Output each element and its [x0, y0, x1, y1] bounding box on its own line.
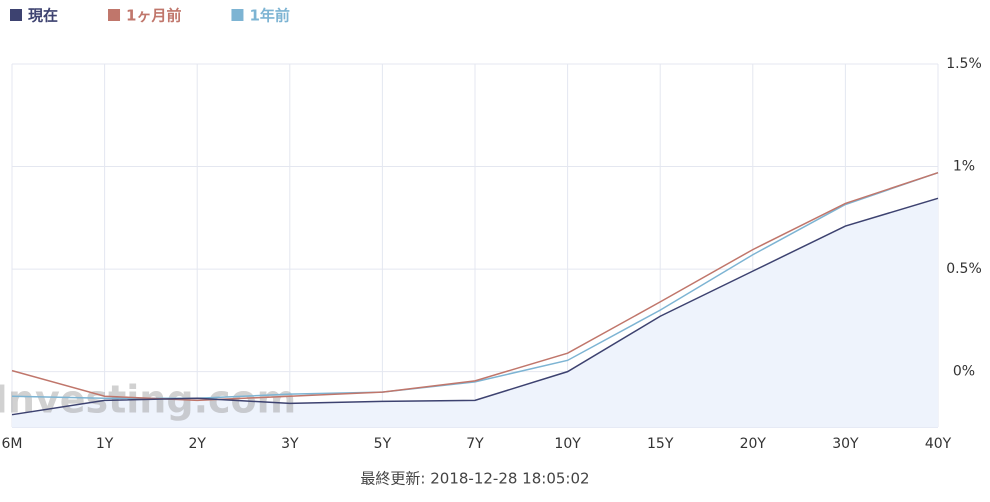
legend-label: 1年前	[249, 7, 289, 25]
x-tick-label: 2Y	[188, 436, 206, 452]
x-tick-label: 10Y	[554, 436, 581, 452]
area-layer	[12, 198, 938, 427]
x-tick-label: 6M	[2, 436, 23, 452]
lines-layer	[11, 171, 939, 416]
legend-swatch	[231, 9, 244, 21]
x-tick-label: 20Y	[740, 436, 767, 452]
x-tick-label: 40Y	[925, 436, 952, 452]
y-tick-label: 1%	[953, 159, 975, 175]
legend-swatch	[10, 9, 22, 21]
legend: 現在 1ヶ月前 1年前	[10, 7, 290, 25]
x-tick-label: 5Y	[374, 436, 392, 452]
x-tick-label: 3Y	[281, 436, 299, 452]
legend-item[interactable]: 現在	[10, 7, 58, 25]
legend-label: 現在	[28, 7, 58, 25]
x-tick-label: 15Y	[647, 436, 674, 452]
legend-label: 1ヶ月前	[126, 7, 181, 25]
y-tick-label: 0.5%	[946, 261, 982, 277]
labels-layer: 6M 1Y 2Y 3Y 5Y 7Y 10Y 15Y 20Y 30Y 40Y 0% 0.5% 1% 1.5%	[2, 56, 982, 452]
legend-item[interactable]: 1ヶ月前	[108, 7, 181, 25]
footer: 最終更新: 2018-12-28 18:05:02	[360, 470, 589, 488]
y-tick-label: 1.5%	[946, 56, 982, 72]
x-tick-label: 1Y	[96, 436, 114, 452]
area	[12, 198, 938, 427]
x-tick-label: 30Y	[832, 436, 859, 452]
legend-item[interactable]: 1年前	[231, 7, 290, 25]
y-tick-label: 0%	[953, 364, 975, 380]
series-line	[11, 197, 939, 416]
x-tick-label: 7Y	[466, 436, 484, 452]
legend-swatch	[108, 9, 121, 21]
